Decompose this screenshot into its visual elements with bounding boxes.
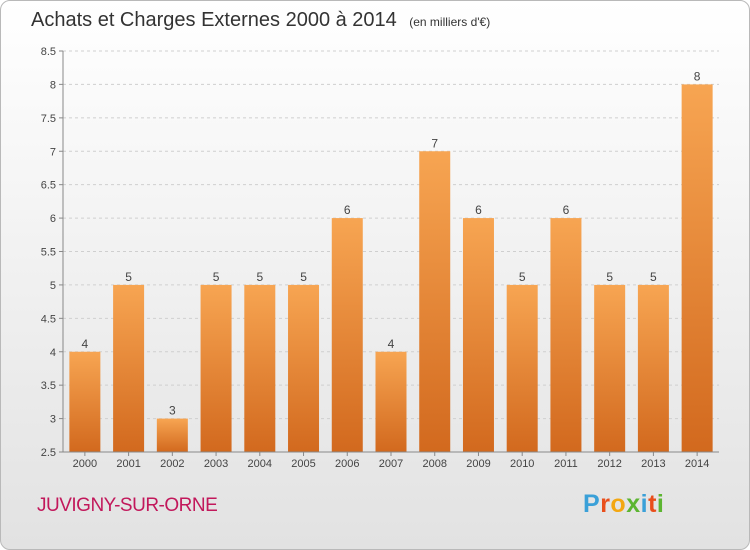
x-tick-label: 2008 xyxy=(422,458,446,470)
bar xyxy=(69,351,101,452)
data-label: 6 xyxy=(475,203,482,217)
logo-letter: x xyxy=(626,490,641,518)
x-tick-label: 2000 xyxy=(73,458,97,470)
x-tick-label: 2012 xyxy=(597,458,621,470)
bar xyxy=(462,218,494,452)
data-label: 3 xyxy=(169,404,176,418)
logo-letter: t xyxy=(648,490,657,518)
y-tick-label: 6 xyxy=(50,213,56,225)
y-tick-label: 4 xyxy=(50,347,56,359)
x-tick-label: 2006 xyxy=(335,458,359,470)
y-tick-label: 6.5 xyxy=(41,180,56,192)
logo-letter: i xyxy=(640,490,649,518)
commune-name: JUVIGNY-SUR-ORNE xyxy=(37,495,218,516)
data-label: 5 xyxy=(606,270,613,284)
logo-letter: i xyxy=(656,490,665,518)
data-label: 6 xyxy=(563,203,570,217)
bar xyxy=(550,218,582,452)
x-tick-label: 2009 xyxy=(466,458,490,470)
logo-letter: o xyxy=(610,490,627,518)
bar xyxy=(288,284,320,452)
unit-note: (en milliers d'€) xyxy=(409,15,491,29)
y-tick-label: 7.5 xyxy=(41,113,56,125)
y-tick-label: 2.5 xyxy=(41,447,56,459)
proxiti-logo: Proxiti xyxy=(583,490,664,519)
x-tick-label: 2014 xyxy=(685,458,709,470)
x-tick-label: 2004 xyxy=(248,458,272,470)
x-tick-label: 2003 xyxy=(204,458,228,470)
data-label: 7 xyxy=(431,136,438,150)
data-label: 5 xyxy=(650,270,657,284)
chart-title: Achats et Charges Externes 2000 à 2014 xyxy=(31,9,397,31)
bar xyxy=(244,284,276,452)
bar xyxy=(156,418,188,452)
x-tick-label: 2007 xyxy=(379,458,403,470)
bars: 4 5 3 5 5 5 6 4 7 6 5 6 5 5 8 xyxy=(69,69,713,453)
y-tick-label: 4.5 xyxy=(41,313,56,325)
x-tick-label: 2002 xyxy=(160,458,184,470)
bar xyxy=(637,284,669,452)
data-label: 6 xyxy=(344,203,351,217)
x-tick-label: 2011 xyxy=(554,458,578,470)
bar xyxy=(681,84,713,453)
bar xyxy=(113,284,145,452)
bar xyxy=(331,218,363,452)
bar xyxy=(419,151,451,452)
data-label: 4 xyxy=(388,337,395,351)
bar xyxy=(594,284,626,452)
data-label: 5 xyxy=(213,270,220,284)
data-label: 5 xyxy=(125,270,132,284)
y-tick-label: 8 xyxy=(50,79,56,91)
y-tick-label: 5.5 xyxy=(41,247,56,259)
x-tick-label: 2005 xyxy=(291,458,315,470)
logo-letter: r xyxy=(600,490,611,518)
chart-title-block: Achats et Charges Externes 2000 à 2014 (… xyxy=(31,9,490,32)
data-label: 5 xyxy=(300,270,307,284)
logo-letter: P xyxy=(583,490,601,518)
x-tick-label: 2010 xyxy=(510,458,534,470)
data-label: 8 xyxy=(694,69,701,83)
data-label: 5 xyxy=(256,270,263,284)
x-tick-label: 2013 xyxy=(641,458,665,470)
data-label: 4 xyxy=(82,337,89,351)
data-label: 5 xyxy=(519,270,526,284)
bar xyxy=(506,284,538,452)
y-tick-label: 3.5 xyxy=(41,380,56,392)
y-tick-label: 3 xyxy=(50,414,56,426)
y-tick-label: 7 xyxy=(50,146,56,158)
bar xyxy=(200,284,232,452)
x-tick-label: 2001 xyxy=(116,458,140,470)
axes: 2.5 3 3.5 4 4.5 5 5.5 6 6.5 7 7.5 8 8.5 2000 2001 2002 2… xyxy=(41,46,719,470)
y-tick-label: 8.5 xyxy=(41,46,56,58)
y-tick-label: 5 xyxy=(50,280,56,292)
bar xyxy=(375,351,407,452)
